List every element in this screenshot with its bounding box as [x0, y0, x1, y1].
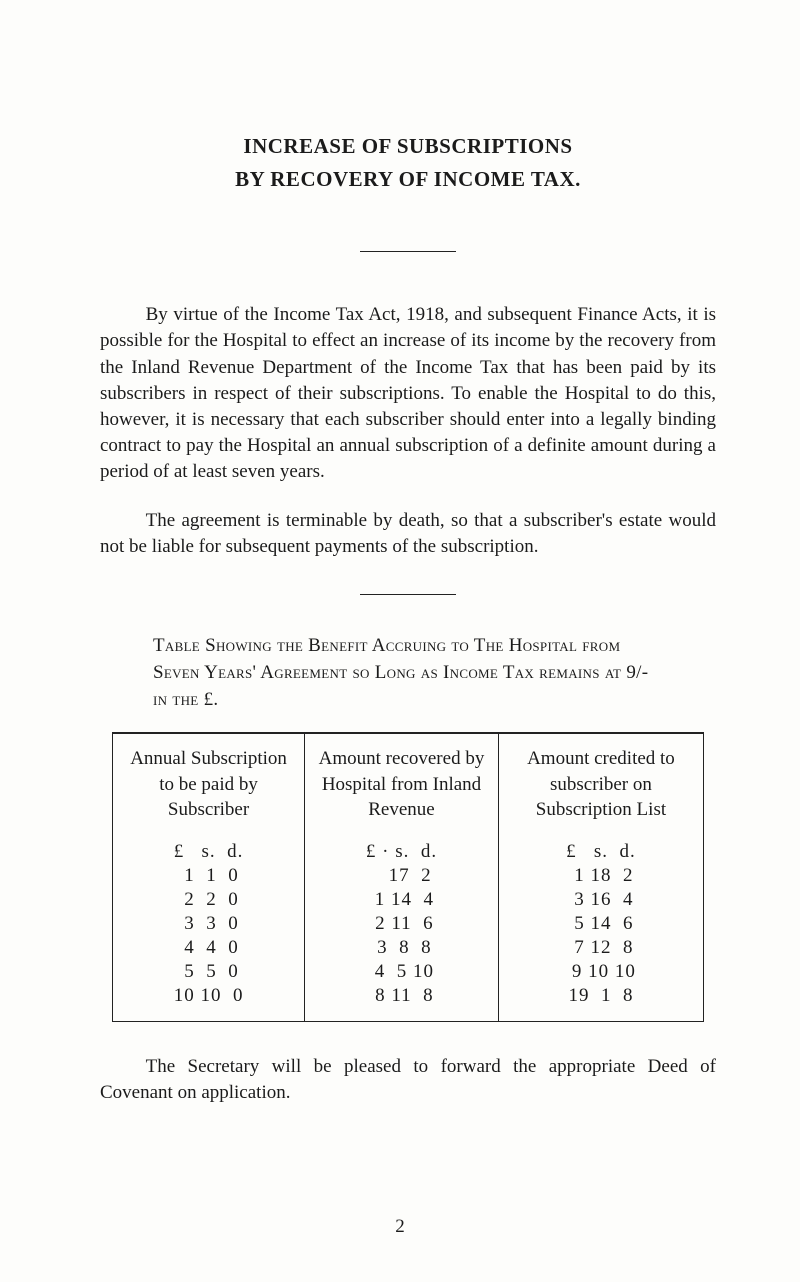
document-page: INCREASE OF SUBSCRIPTIONS BY RECOVERY OF…: [0, 0, 800, 1282]
lsd-col-1: £ s. d.: [113, 833, 305, 864]
divider-rule: [360, 251, 456, 252]
paragraph-1: By virtue of the Income Tax Act, 1918, a…: [100, 302, 716, 486]
cell: 1 14 4: [305, 888, 499, 912]
title-line-1: INCREASE OF SUBSCRIPTIONS: [100, 130, 716, 163]
footer-paragraph: The Secretary will be pleased to forward…: [100, 1054, 716, 1107]
cell: 8 11 8: [305, 984, 499, 1021]
cell: 1 18 2: [498, 864, 703, 888]
cell: 3 16 4: [498, 888, 703, 912]
table-row: 3 3 0 2 11 6 5 14 6: [113, 912, 703, 936]
cell: 17 2: [305, 864, 499, 888]
cell: 4 5 10: [305, 960, 499, 984]
lsd-col-3: £ s. d.: [498, 833, 703, 864]
cell: 19 1 8: [498, 984, 703, 1021]
title-line-2: BY RECOVERY OF INCOME TAX.: [100, 163, 716, 196]
cell: 5 5 0: [113, 960, 305, 984]
page-number: 2: [0, 1216, 800, 1238]
cell: 3 8 8: [305, 936, 499, 960]
benefit-table: Annual Subscription to be paid by Subscr…: [113, 733, 703, 1021]
col-header-subscription: Annual Subscription to be paid by Subscr…: [113, 733, 305, 832]
cell: 2 11 6: [305, 912, 499, 936]
table-header-row: Annual Subscription to be paid by Subscr…: [113, 733, 703, 832]
table-row: 4 4 0 3 8 8 7 12 8: [113, 936, 703, 960]
table-caption: Table Showing the Benefit Accruing to Th…: [153, 633, 663, 714]
table-row: 10 10 0 8 11 8 19 1 8: [113, 984, 703, 1021]
col-header-recovered: Amount recovered by Hospital from Inland…: [305, 733, 499, 832]
cell: 2 2 0: [113, 888, 305, 912]
table-row: 1 1 0 17 2 1 18 2: [113, 864, 703, 888]
cell: 1 1 0: [113, 864, 305, 888]
table-container: Annual Subscription to be paid by Subscr…: [112, 732, 704, 1022]
table-row: 2 2 0 1 14 4 3 16 4: [113, 888, 703, 912]
col-header-credited: Amount credited to subscriber on Subscri…: [498, 733, 703, 832]
table-lsd-row: £ s. d. £ · s. d. £ s. d.: [113, 833, 703, 864]
cell: 5 14 6: [498, 912, 703, 936]
table-row: 5 5 0 4 5 10 9 10 10: [113, 960, 703, 984]
lsd-col-2: £ · s. d.: [305, 833, 499, 864]
paragraph-2: The agreement is terminable by death, so…: [100, 508, 716, 560]
cell: 10 10 0: [113, 984, 305, 1021]
cell: 7 12 8: [498, 936, 703, 960]
cell: 9 10 10: [498, 960, 703, 984]
title-block: INCREASE OF SUBSCRIPTIONS BY RECOVERY OF…: [100, 130, 716, 195]
cell: 3 3 0: [113, 912, 305, 936]
divider-rule-2: [360, 594, 456, 595]
cell: 4 4 0: [113, 936, 305, 960]
